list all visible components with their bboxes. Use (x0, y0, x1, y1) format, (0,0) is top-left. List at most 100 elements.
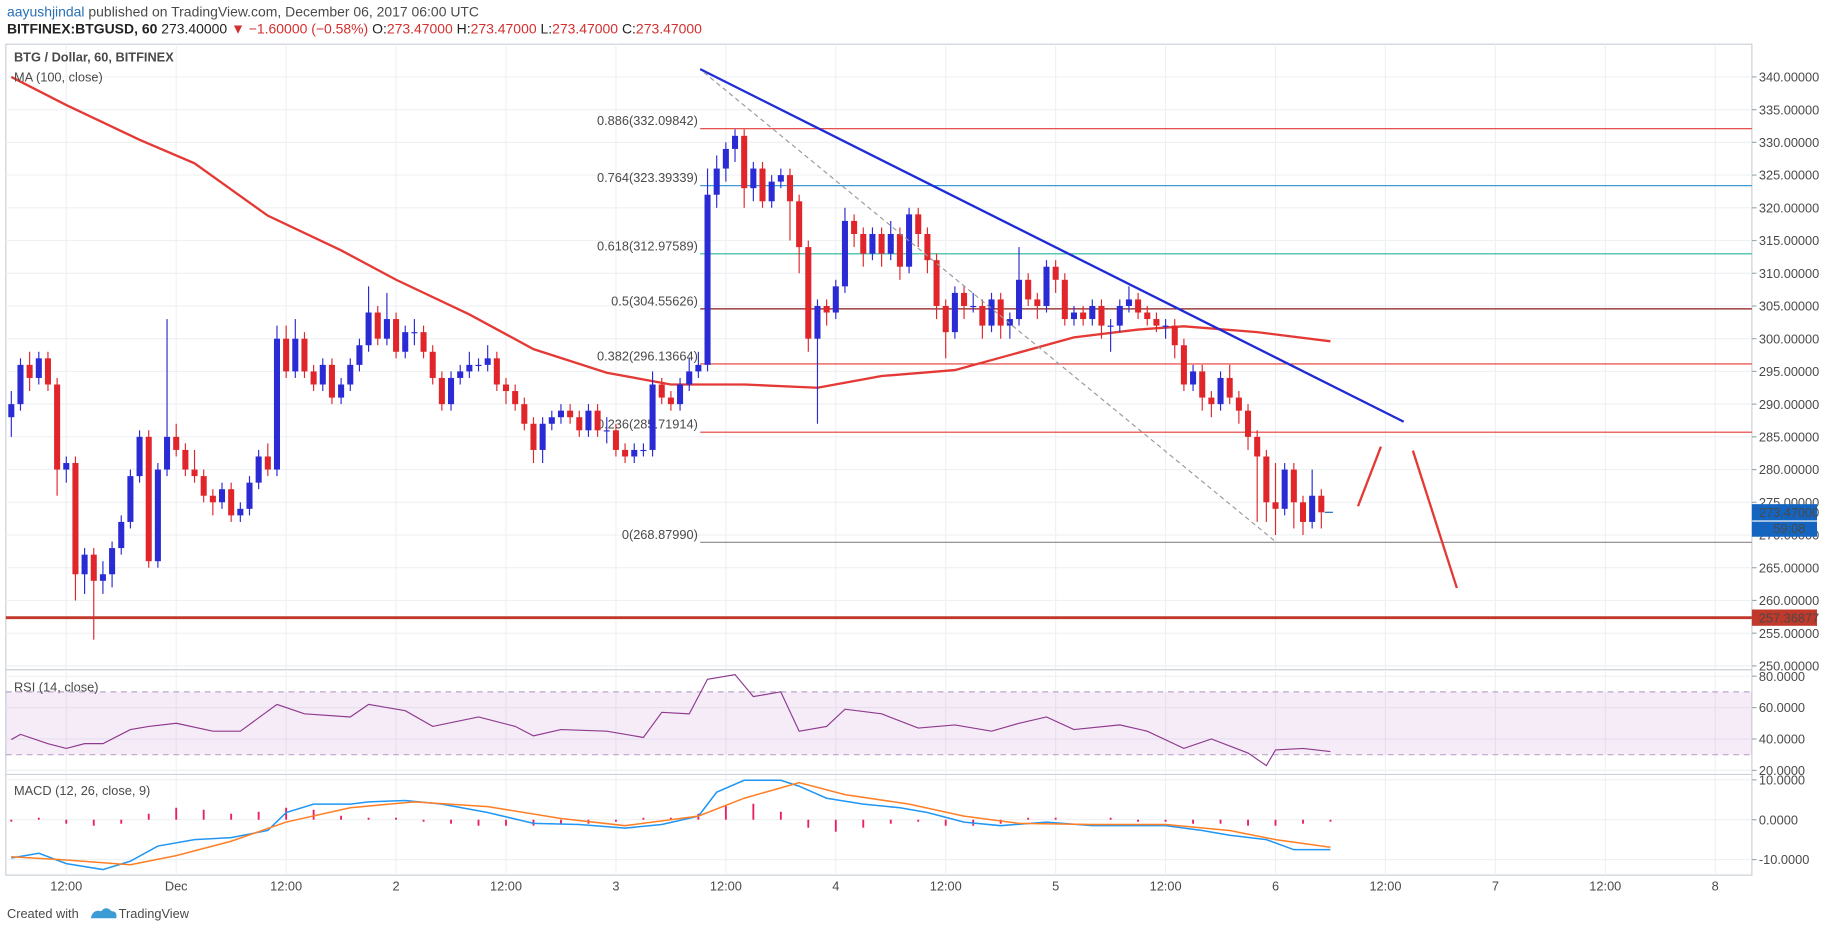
fib-label: 0(268.87990) (622, 527, 698, 542)
macd-histogram-bar (230, 813, 233, 820)
candle-body (576, 417, 583, 431)
candle-body (26, 364, 33, 378)
candle-body (640, 449, 647, 452)
candle-body (1318, 495, 1325, 513)
candle-body (99, 574, 106, 581)
candle-body (603, 430, 610, 432)
candle-body (109, 548, 116, 575)
macd-histogram-bar (669, 817, 672, 820)
macd-histogram-bar (285, 807, 288, 820)
candle-body (1199, 371, 1206, 398)
y-tick-label: 315.00000 (1759, 233, 1819, 248)
y-tick-label: 320.00000 (1759, 200, 1819, 215)
candle-body (924, 233, 931, 261)
candle-body (1098, 305, 1105, 326)
candle-body (915, 214, 922, 234)
candle-body (237, 508, 244, 516)
candle-body (255, 456, 262, 483)
macd-histogram-bar (1274, 819, 1277, 826)
candle-body (145, 436, 152, 562)
candle-body (1180, 345, 1187, 385)
candle-body (530, 423, 537, 450)
candle-body (1299, 502, 1307, 522)
ohlc-h-key: H: (457, 21, 471, 37)
macd-histogram-bar (202, 809, 205, 820)
candle-body (796, 201, 803, 248)
macd-histogram-bar (1247, 819, 1249, 826)
candle-body (686, 371, 693, 385)
macd-histogram-bar (312, 809, 315, 820)
candle-body (612, 430, 619, 450)
candle-body (942, 305, 949, 333)
footer-created: Created with (7, 906, 79, 921)
candle-body (1290, 469, 1297, 503)
candle-body (72, 463, 79, 575)
candle-body (933, 260, 940, 306)
macd-histogram-bar (1027, 817, 1030, 820)
y-tick-label: 280.00000 (1759, 462, 1819, 477)
candle-body (283, 338, 290, 372)
rsi-line (10, 673, 1331, 767)
candle-body (539, 423, 546, 450)
y-tick-label: 290.00000 (1759, 397, 1819, 412)
candle-body (457, 371, 464, 378)
candle-body (1245, 410, 1252, 437)
candle-body (264, 456, 271, 470)
candle-body (777, 175, 784, 182)
x-tick-label: 12:00 (490, 878, 522, 893)
x-tick-label: 2 (393, 878, 400, 893)
fib-label: 0.886(332.09842) (597, 113, 698, 128)
candle-body (951, 292, 958, 333)
candle-body (896, 233, 903, 267)
macd-title: MACD (12, 26, close, 9) (14, 783, 150, 798)
candle-body (704, 194, 711, 365)
candle-body (1171, 325, 1178, 346)
candle-body (667, 397, 674, 405)
macd-histogram-bar (92, 819, 95, 826)
y-tick-label: 285.00000 (1759, 430, 1819, 445)
fib-label: 0.5(304.55626) (611, 293, 698, 308)
y-tick-label: 40.0000 (1759, 732, 1805, 747)
macd-histogram-bar (834, 819, 837, 832)
published: published on TradingView.com, December 0… (88, 3, 479, 19)
author[interactable]: aayushjindal (7, 3, 85, 19)
candle-body (860, 233, 867, 254)
plot-frame (5, 43, 1753, 876)
candle-body (1015, 279, 1023, 320)
x-tick-label: 3 (612, 878, 619, 893)
candle-body (869, 233, 876, 254)
candle-body (1162, 325, 1169, 327)
support-tag (1751, 609, 1818, 626)
x-tick-label: 4 (832, 878, 839, 893)
candle-body (246, 482, 253, 509)
candle-body (292, 338, 299, 372)
countdown: 59:08 (1773, 521, 1805, 536)
macd-histogram-bar (1109, 817, 1112, 820)
candle-body (786, 175, 794, 202)
macd-histogram-bar (367, 817, 370, 820)
candle-body (1107, 325, 1114, 327)
x-tick-label: 12:00 (1150, 878, 1182, 893)
candle-body (961, 292, 968, 306)
x-tick-label: 5 (1052, 878, 1059, 893)
candle-body (44, 358, 51, 385)
candle-body (1254, 436, 1261, 457)
macd-histogram-bar (807, 819, 810, 828)
candle-body (1025, 279, 1032, 300)
candle-body (887, 233, 894, 254)
macd-histogram-bar (1164, 819, 1167, 822)
candle-body (906, 214, 913, 267)
y-tick-label: 265.00000 (1759, 560, 1819, 575)
macd-histogram-bar (120, 819, 123, 824)
candle-body (1309, 495, 1316, 522)
candle-body (631, 449, 638, 457)
candle-body (823, 305, 830, 313)
footer-brand[interactable]: TradingView (119, 906, 190, 921)
candle-body (814, 305, 821, 339)
candle-body (548, 417, 555, 424)
y-tick-label: 60.0000 (1759, 700, 1805, 715)
candle-body (768, 181, 775, 202)
trendline (703, 71, 1276, 543)
macd-histogram-bar (422, 819, 425, 822)
